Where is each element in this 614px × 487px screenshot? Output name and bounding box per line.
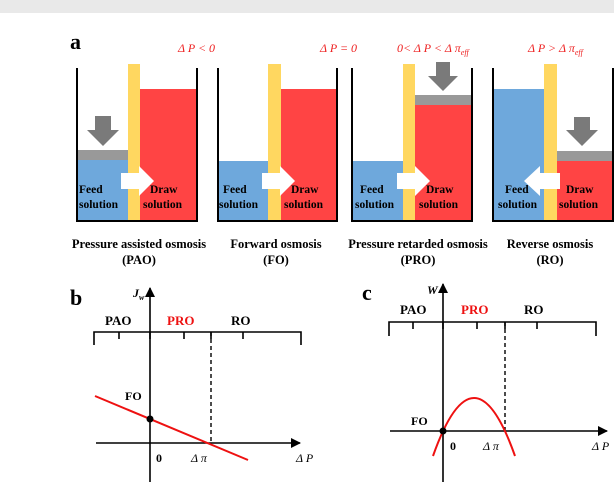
feed-label: solution xyxy=(498,199,538,211)
feed-label: solution xyxy=(355,199,395,211)
fo-label: FO xyxy=(411,414,428,428)
panel-label-b: b xyxy=(70,285,82,310)
membrane-ro xyxy=(544,64,557,220)
feed-label: solution xyxy=(79,199,119,211)
y-axis-label: W xyxy=(427,283,439,297)
feed-solution-pao xyxy=(78,160,128,220)
pressure-arrow-down-icon xyxy=(428,62,458,91)
draw-label: solution xyxy=(559,199,599,211)
top-bar xyxy=(0,0,614,13)
piston-plate-ro xyxy=(557,151,612,161)
panel-label-a: a xyxy=(70,29,81,54)
container-pro xyxy=(351,62,473,222)
feed-label: Feed xyxy=(79,184,103,196)
flow-arrow-left-icon xyxy=(524,166,560,196)
membrane-pao xyxy=(128,64,140,220)
container-pao xyxy=(76,64,198,222)
process-name-pro: Pressure retarded osmosis xyxy=(348,237,488,251)
feed-solution-ro xyxy=(494,89,544,220)
draw-solution-fo xyxy=(281,89,336,220)
draw-solution-pao xyxy=(140,89,196,220)
flux-line xyxy=(94,395,249,461)
process-name-fo: Forward osmosis xyxy=(230,237,321,251)
plot-c: W Δ P PAO PRO RO FO 0 Δ π xyxy=(388,283,610,482)
membrane-pro xyxy=(403,64,415,220)
feed-label: Feed xyxy=(223,184,247,196)
pressure-arrow-down-icon xyxy=(87,116,119,146)
draw-label: Draw xyxy=(566,184,594,196)
condition-pao: Δ P < 0 xyxy=(177,41,215,55)
feed-label: solution xyxy=(219,199,259,211)
feed-solution-fo xyxy=(219,161,268,220)
power-density-curve xyxy=(432,397,516,457)
plot-b: Jw Δ P PAO PRO RO FO 0 Δ π xyxy=(93,286,314,482)
condition-fo: Δ P = 0 xyxy=(319,41,357,55)
draw-label: Draw xyxy=(150,184,178,196)
membrane-fo xyxy=(268,64,281,220)
y-axis-label: Jw xyxy=(132,286,145,302)
feed-label: Feed xyxy=(505,184,529,196)
feed-solution-pro xyxy=(353,161,403,220)
delta-pi-label: Δ π xyxy=(190,451,208,465)
fo-point xyxy=(439,427,447,435)
draw-label: solution xyxy=(284,199,324,211)
region-ro: RO xyxy=(231,313,251,328)
flow-arrow-right-icon xyxy=(262,166,295,196)
x-axis-label: Δ P xyxy=(295,451,314,465)
draw-label: solution xyxy=(419,199,459,211)
region-bracket xyxy=(388,321,597,336)
piston-plate-pro xyxy=(415,95,471,105)
delta-pi-label: Δ π xyxy=(482,439,500,453)
region-ro: RO xyxy=(524,302,544,317)
piston-plate-pao xyxy=(78,150,128,160)
origin-label: 0 xyxy=(450,439,456,453)
process-abbr-fo: (FO) xyxy=(263,253,289,267)
pressure-arrow-down-icon xyxy=(566,117,598,146)
feed-label: Feed xyxy=(360,184,384,196)
region-pao: PAO xyxy=(105,313,131,328)
region-bracket xyxy=(93,331,302,345)
region-pro: PRO xyxy=(167,313,194,328)
draw-label: Draw xyxy=(426,184,454,196)
process-name-ro: Reverse osmosis xyxy=(507,237,594,251)
fo-label: FO xyxy=(125,389,142,403)
region-pro: PRO xyxy=(461,302,488,317)
process-abbr-pao: (PAO) xyxy=(122,253,156,267)
fo-point xyxy=(146,415,154,423)
draw-solution-ro xyxy=(557,161,612,220)
panel-label-c: c xyxy=(362,280,372,305)
condition-ro: Δ P > Δ πeff xyxy=(527,41,585,57)
draw-label: Draw xyxy=(291,184,319,196)
flow-arrow-right-icon xyxy=(121,166,154,196)
process-abbr-ro: (RO) xyxy=(536,253,563,267)
x-axis-label: Δ P xyxy=(591,439,610,453)
draw-solution-pro xyxy=(415,105,471,220)
condition-pro: 0< Δ P < Δ πeff xyxy=(397,41,471,57)
process-name-pao: Pressure assisted osmosis xyxy=(72,237,206,251)
origin-label: 0 xyxy=(156,451,162,465)
region-pao: PAO xyxy=(400,302,426,317)
process-abbr-pro: (PRO) xyxy=(401,253,436,267)
container-ro xyxy=(492,64,614,222)
draw-label: solution xyxy=(143,199,183,211)
flow-arrow-right-icon xyxy=(397,166,430,196)
container-fo xyxy=(217,64,338,222)
